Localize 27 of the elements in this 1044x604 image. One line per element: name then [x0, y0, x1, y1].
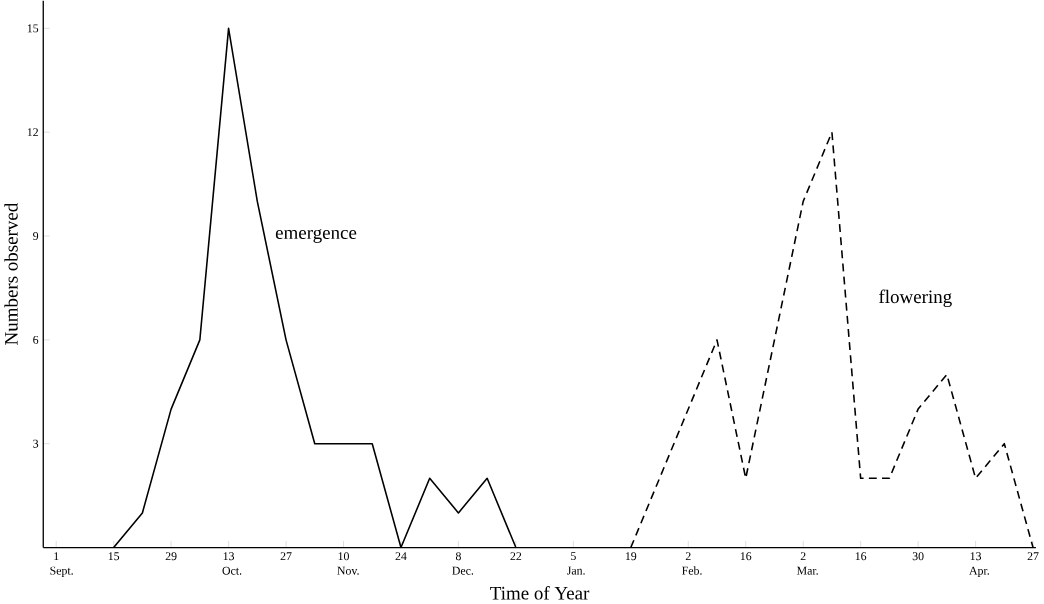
x-tick-label: 19 — [625, 552, 637, 561]
x-tick-label: 22 — [510, 552, 522, 561]
y-axis-title: Numbers observed — [4, 202, 18, 345]
x-tick-label: 27 — [1027, 552, 1039, 561]
x-tick-label: 16 — [855, 552, 867, 561]
x-tick-label: 2 Mar. — [796, 552, 818, 575]
x-tick-label: 29 — [165, 552, 177, 561]
y-tick-label: 6 — [33, 335, 39, 344]
series-label: emergence — [275, 229, 357, 243]
x-tick-label: 10 Nov. — [337, 552, 359, 575]
y-tick-label: 9 — [33, 232, 39, 241]
x-tick-label: 5 Jan. — [567, 552, 585, 575]
x-tick-label: 15 — [108, 552, 120, 561]
x-tick-label: 16 — [740, 552, 752, 561]
series-label: flowering — [879, 289, 952, 308]
y-tick-label: 3 — [33, 439, 39, 448]
y-tick-label: 15 — [27, 24, 39, 33]
x-tick-label: 1 Sept. — [50, 552, 73, 578]
x-tick-label: 27 — [280, 552, 292, 561]
x-tick-label: 24 — [395, 552, 407, 561]
x-tick-label: 8 Dec. — [452, 552, 474, 575]
x-tick-label: 2 Feb. — [682, 552, 702, 575]
x-tick-label: 13 Apr. — [969, 552, 989, 578]
y-tick-label: 12 — [27, 128, 38, 137]
x-tick-label: 13 Oct. — [222, 552, 242, 575]
x-axis-title: Time of Year — [490, 586, 590, 600]
x-tick-label: 30 — [912, 552, 924, 561]
